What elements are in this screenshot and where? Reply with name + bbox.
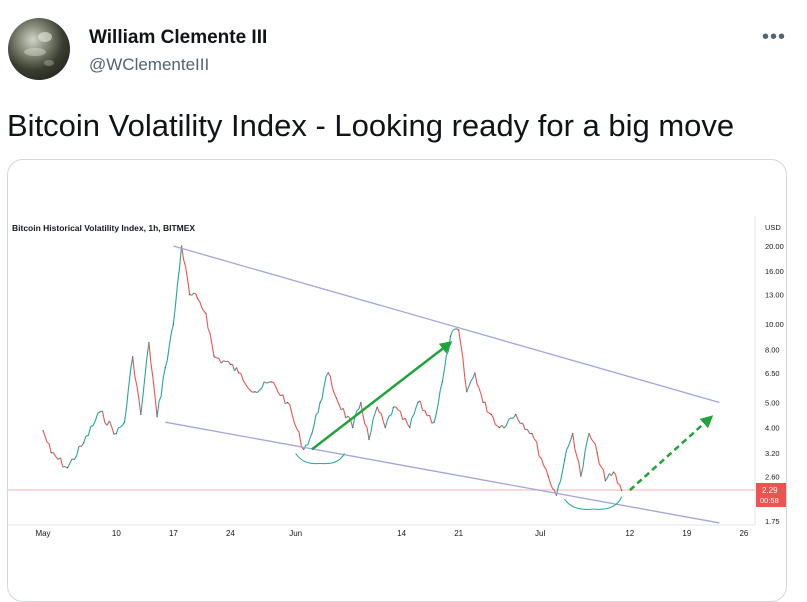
chart-title: Bitcoin Historical Volatility Index, 1h,… — [12, 223, 195, 233]
data-point — [311, 433, 312, 434]
current-value-tag: 2.29 00:58 — [756, 483, 786, 507]
data-point — [450, 336, 451, 337]
data-point — [67, 467, 68, 468]
y-tick-label: 4.00 — [765, 424, 780, 433]
y-tick-label: 2.60 — [765, 472, 780, 481]
x-tick-label: 21 — [454, 529, 463, 538]
data-point — [197, 298, 198, 299]
data-point — [148, 342, 149, 343]
data-point — [287, 402, 288, 403]
data-point — [271, 381, 272, 382]
data-point — [613, 471, 614, 472]
series-segment — [487, 412, 489, 413]
y-tick-label: 6.50 — [765, 369, 780, 378]
avatar[interactable] — [8, 18, 70, 80]
data-point — [621, 490, 622, 491]
series-segment — [618, 484, 620, 485]
data-point — [556, 495, 557, 496]
data-point — [580, 476, 581, 477]
more-horizontal-icon[interactable]: ••• — [762, 26, 786, 49]
data-point — [254, 391, 255, 392]
data-point — [214, 356, 215, 357]
data-point — [230, 364, 231, 365]
series-segment — [118, 427, 120, 428]
data-point — [442, 381, 443, 382]
tweet-media-chart[interactable]: Bitcoin Historical Volatility Index, 1h,… — [7, 159, 787, 602]
data-point — [458, 329, 459, 330]
data-point — [572, 433, 573, 434]
x-tick-label: Jul — [535, 529, 545, 538]
data-point — [173, 324, 174, 325]
y-tick-label: 20.00 — [765, 242, 784, 251]
data-point — [238, 372, 239, 373]
x-tick-label: 12 — [625, 529, 634, 538]
data-point — [83, 442, 84, 443]
data-point — [597, 452, 598, 453]
data-point — [368, 439, 369, 440]
x-tick-label: Jun — [289, 529, 302, 538]
data-point — [140, 414, 141, 415]
data-point — [328, 372, 329, 373]
data-point — [157, 416, 158, 417]
series-segment — [389, 415, 391, 416]
series-segment — [194, 293, 196, 294]
data-point — [352, 427, 353, 428]
data-point — [336, 397, 337, 398]
series-segment — [216, 358, 218, 359]
x-tick-label: May — [35, 529, 50, 538]
data-point — [205, 313, 206, 314]
x-tick-label: 10 — [112, 529, 121, 538]
volatility-chart: Bitcoin Historical Volatility Index, 1h,… — [8, 160, 786, 601]
data-point — [417, 402, 418, 403]
data-point — [116, 433, 117, 434]
data-point — [51, 452, 52, 453]
data-point — [377, 406, 378, 407]
data-point — [491, 414, 492, 415]
data-point — [434, 422, 435, 423]
x-tick-label: 26 — [739, 529, 748, 538]
data-point — [124, 422, 125, 423]
current-value: 2.29 — [762, 486, 778, 495]
series-segment — [91, 426, 93, 427]
data-point — [99, 411, 100, 412]
data-point — [409, 427, 410, 428]
data-point — [548, 476, 549, 477]
data-point — [515, 414, 516, 415]
y-tick-label: 1.75 — [765, 517, 780, 526]
countdown: 00:58 — [760, 496, 779, 505]
data-point — [531, 433, 532, 434]
x-tick-label: 19 — [682, 529, 691, 538]
y-tick-label: 3.20 — [765, 449, 780, 458]
y-tick-label: 13.00 — [765, 291, 784, 300]
data-point — [393, 406, 394, 407]
y-tick-label: 16.00 — [765, 267, 784, 276]
x-tick-label: 24 — [226, 529, 235, 538]
data-point — [474, 372, 475, 373]
y-tick-label: 5.00 — [765, 398, 780, 407]
data-point — [132, 356, 133, 357]
data-point — [189, 294, 190, 295]
data-point — [303, 449, 304, 450]
author-handle[interactable]: @WClementeIII — [89, 55, 209, 75]
data-point — [564, 460, 565, 461]
data-point — [181, 245, 182, 246]
data-point — [466, 391, 467, 392]
currency-label: USD — [765, 223, 781, 232]
data-point — [42, 430, 43, 431]
x-tick-label: 17 — [169, 529, 178, 538]
data-point — [483, 402, 484, 403]
data-point — [165, 367, 166, 368]
data-point — [385, 427, 386, 428]
author-name[interactable]: William Clemente III — [89, 27, 267, 49]
x-tick-label: 14 — [397, 529, 406, 538]
y-tick-label: 8.00 — [765, 345, 780, 354]
data-point — [588, 433, 589, 434]
data-point — [605, 480, 606, 481]
y-tick-label: 10.00 — [765, 320, 784, 329]
data-point — [320, 402, 321, 403]
data-point — [360, 402, 361, 403]
tweet-text: Bitcoin Volatility Index - Looking ready… — [7, 108, 734, 144]
data-point — [499, 427, 500, 428]
